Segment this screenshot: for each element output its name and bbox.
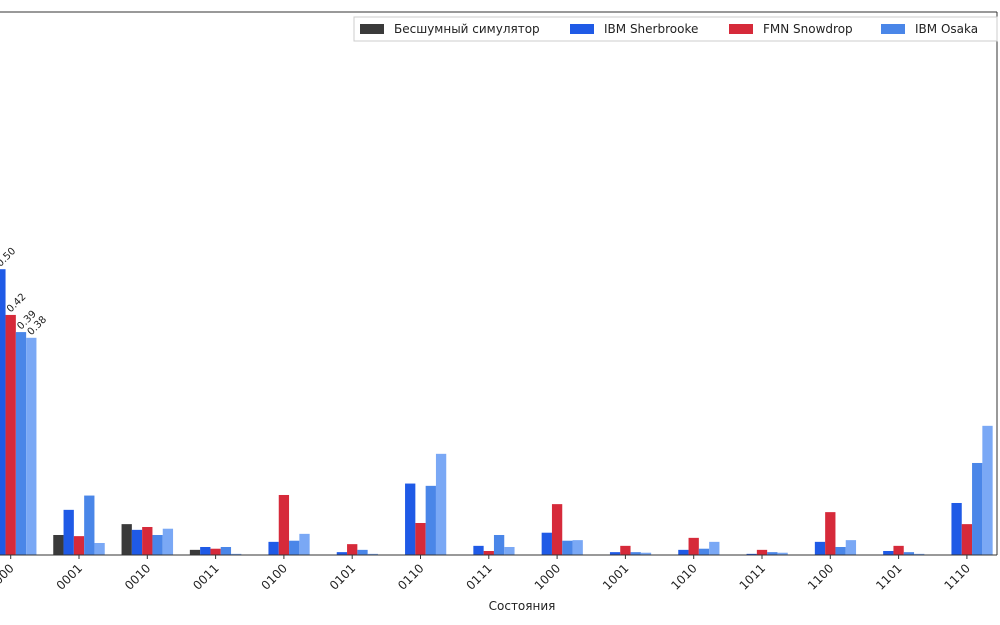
bar bbox=[825, 512, 836, 555]
x-tick-label: 0100 bbox=[259, 561, 290, 592]
bar bbox=[777, 552, 788, 555]
bar bbox=[94, 542, 105, 555]
bar bbox=[131, 529, 143, 555]
x-tick-label: 0111 bbox=[463, 561, 494, 592]
bar bbox=[620, 545, 631, 555]
bar bbox=[336, 552, 348, 555]
legend-label: Бесшумный симулятор bbox=[394, 22, 540, 36]
x-tick-label: 0101 bbox=[327, 561, 358, 592]
bar bbox=[914, 553, 925, 555]
x-tick-label: 1001 bbox=[600, 561, 631, 592]
bar bbox=[504, 546, 515, 555]
x-tick-label: 1011 bbox=[737, 561, 768, 592]
bar bbox=[640, 552, 652, 555]
bar bbox=[231, 553, 242, 555]
bar bbox=[698, 548, 710, 555]
bar bbox=[405, 483, 416, 555]
x-tick-label: 1000 bbox=[532, 561, 563, 592]
bar bbox=[473, 545, 484, 555]
legend-label: FMN Snowdrop bbox=[763, 22, 853, 36]
bar bbox=[893, 545, 904, 555]
bar bbox=[709, 541, 720, 555]
legend-swatch bbox=[881, 24, 905, 34]
bar bbox=[299, 533, 310, 555]
legend-swatch bbox=[729, 24, 753, 34]
legend-label: IBM Osaka bbox=[915, 22, 978, 36]
bar bbox=[541, 532, 552, 555]
bar bbox=[15, 332, 27, 555]
bar bbox=[73, 536, 85, 555]
bar bbox=[609, 552, 621, 555]
bar bbox=[5, 314, 16, 555]
bar bbox=[883, 550, 894, 555]
bar bbox=[435, 453, 447, 555]
bar bbox=[268, 541, 279, 555]
bar bbox=[415, 522, 426, 555]
bar bbox=[551, 504, 563, 555]
legend-swatch bbox=[570, 24, 594, 34]
x-tick-label: 1110 bbox=[942, 561, 973, 592]
bar bbox=[142, 526, 153, 555]
bar bbox=[814, 541, 826, 555]
x-axis-label: Состояния bbox=[489, 599, 556, 613]
x-tick-label: 0000 bbox=[0, 561, 17, 592]
x-tick-label: 1100 bbox=[805, 561, 836, 592]
bar bbox=[493, 534, 505, 555]
bar bbox=[53, 534, 64, 555]
bar bbox=[278, 494, 290, 555]
bar bbox=[84, 495, 95, 555]
x-tick-label: 1010 bbox=[668, 561, 699, 592]
bar bbox=[835, 546, 846, 555]
bar bbox=[630, 552, 641, 555]
bar bbox=[746, 553, 757, 555]
bar bbox=[767, 552, 778, 555]
x-tick-label: 0110 bbox=[395, 561, 426, 592]
bar bbox=[845, 540, 857, 555]
bar bbox=[289, 540, 300, 555]
x-tick-label: 1101 bbox=[873, 561, 904, 592]
x-tick-label: 0011 bbox=[190, 561, 221, 592]
legend-swatch bbox=[360, 24, 384, 34]
bar bbox=[200, 546, 211, 555]
bar bbox=[972, 462, 983, 555]
bar bbox=[162, 528, 174, 555]
bar bbox=[903, 552, 915, 555]
value-label: 0.97 bbox=[0, 0, 8, 1]
bar bbox=[562, 540, 573, 555]
bar bbox=[678, 549, 689, 555]
bar bbox=[425, 485, 436, 555]
bar bbox=[756, 549, 768, 555]
bar bbox=[961, 524, 973, 555]
value-label: 0.42 bbox=[5, 292, 29, 316]
bar bbox=[357, 549, 368, 555]
bar bbox=[982, 425, 993, 555]
bar bbox=[26, 337, 37, 555]
bar bbox=[347, 544, 358, 555]
bar bbox=[367, 553, 378, 555]
bar bbox=[152, 534, 163, 555]
bar bbox=[688, 537, 699, 555]
bar bbox=[483, 550, 494, 555]
bar bbox=[0, 269, 6, 555]
bar bbox=[121, 524, 132, 555]
plot-area: 0.970.500.420.390.38 bbox=[0, 0, 993, 555]
x-tick-label: 0001 bbox=[54, 561, 85, 592]
bar bbox=[210, 548, 221, 555]
x-tick-label: 0010 bbox=[122, 561, 153, 592]
bar bbox=[572, 540, 583, 555]
value-label: 0.50 bbox=[0, 246, 18, 270]
bar bbox=[951, 502, 962, 555]
bar bbox=[220, 546, 232, 555]
legend-label: IBM Sherbrooke bbox=[604, 22, 698, 36]
bar bbox=[63, 509, 74, 555]
bar bbox=[189, 549, 201, 555]
